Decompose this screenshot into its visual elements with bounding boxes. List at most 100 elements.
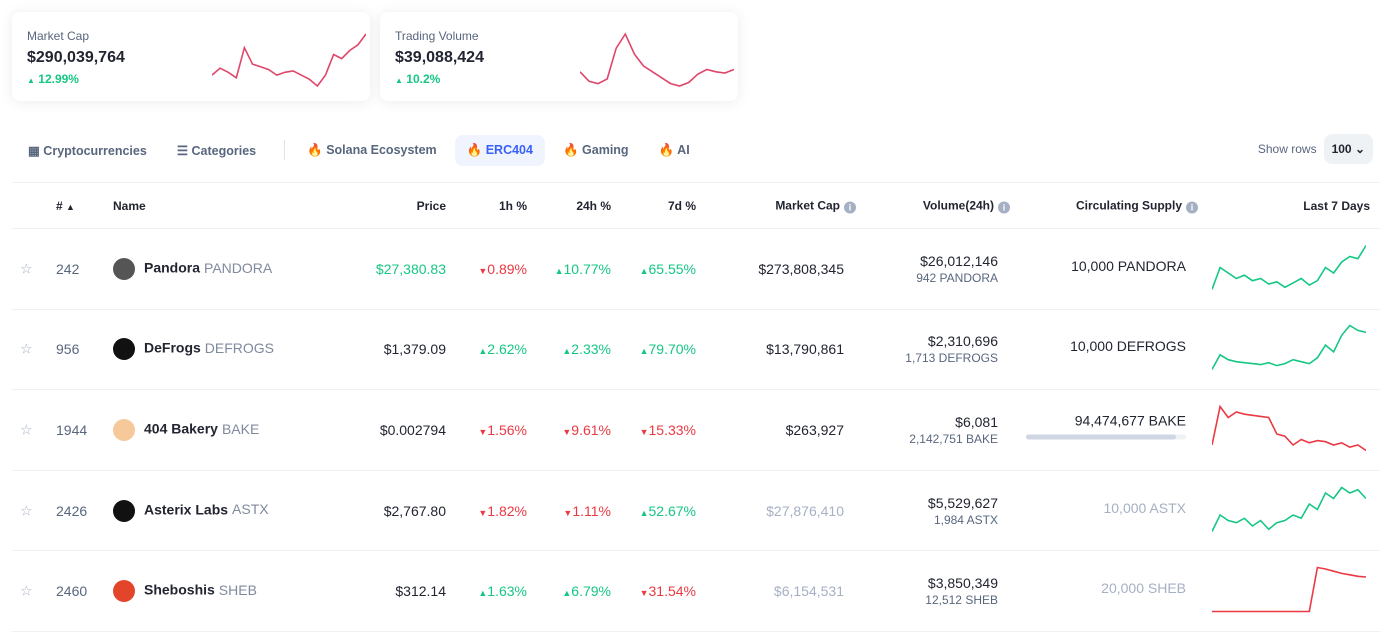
circulating-supply: 10,000 ASTX — [1103, 499, 1186, 516]
coin-name-link[interactable]: 404 Bakery BAKE — [113, 418, 259, 441]
tab-cryptocurrencies[interactable]: ▦ Cryptocurrencies — [28, 143, 147, 158]
caret-down-icon: ▼ — [478, 265, 488, 276]
category-tabs: ▦ Cryptocurrencies ☰ Categories 🔥 Solana E… — [16, 134, 708, 166]
circulating-supply: 10,000 DEFROGS — [1070, 338, 1186, 355]
volume: $3,850,349 12,512 SHEB — [925, 575, 998, 608]
info-icon[interactable]: i — [844, 201, 856, 213]
volume: $2,310,696 1,713 DEFROGS — [905, 333, 998, 366]
caret-down-icon: ▼ — [639, 426, 649, 437]
table-row[interactable]: ☆ 2460 Sheboshis SHEB $312.14 ▲1.63% ▲6.7… — [12, 551, 1380, 632]
caret-up-icon: ▲ — [554, 265, 564, 276]
table-row[interactable]: ☆ 2426 Asterix Labs ASTX $2,767.80 ▼1.82%… — [12, 471, 1380, 552]
7d-header[interactable]: 7d % — [667, 198, 696, 213]
caret-down-icon: ▼ — [478, 507, 488, 518]
supply-header[interactable]: Circulating Supply i — [1076, 198, 1198, 213]
change-7d: ▲79.70% — [639, 341, 696, 358]
circulating-supply: 20,000 SHEB — [1101, 580, 1186, 597]
market-cap: $27,876,410 — [766, 502, 844, 519]
chevron-down-icon: ⌄ — [1354, 142, 1365, 156]
volume-header[interactable]: Volume(24h) i — [923, 198, 1010, 213]
sparkline — [1212, 566, 1367, 613]
change-1h: ▼1.56% — [478, 421, 527, 438]
name-header[interactable]: Name — [113, 198, 146, 213]
coin-name-link[interactable]: Sheboshis SHEB — [113, 580, 257, 603]
star-icon[interactable]: ☆ — [20, 421, 33, 438]
price: $2,767.80 — [383, 502, 446, 519]
caret-up-icon: ▲ — [478, 588, 488, 599]
market-cap-header[interactable]: Market Cap i — [775, 198, 856, 213]
info-icon[interactable]: i — [1186, 201, 1198, 213]
tab-gaming[interactable]: 🔥 Gaming — [562, 142, 629, 157]
grid-icon: ▦ — [28, 143, 40, 158]
rank: 2426 — [56, 502, 88, 519]
tab-solana-ecosystem[interactable]: 🔥 Solana Ecosystem — [307, 142, 437, 157]
tab-ai[interactable]: 🔥 AI — [658, 142, 690, 157]
table-row[interactable]: ☆ 1944 404 Bakery BAKE $0.002794 ▼1.56% ▼… — [12, 390, 1380, 471]
star-icon[interactable]: ☆ — [20, 260, 33, 277]
star-icon[interactable]: ☆ — [20, 582, 33, 599]
caret-up-icon: ▲ — [478, 346, 488, 357]
change-24h: ▼9.61% — [562, 421, 611, 438]
change-7d: ▼31.54% — [639, 583, 696, 600]
tab-categories[interactable]: ☰ Categories — [176, 143, 257, 158]
last-7-days-chart — [1212, 566, 1367, 617]
sparkline — [1211, 324, 1367, 371]
sparkline — [212, 33, 366, 88]
price: $312.14 — [395, 583, 446, 600]
1h-header[interactable]: 1h % — [498, 198, 527, 213]
star-icon[interactable]: ☆ — [20, 502, 33, 519]
caret-up-icon: ▲ — [639, 346, 649, 357]
sparkline — [580, 32, 734, 87]
divider — [284, 140, 286, 160]
sparkline — [1211, 244, 1367, 290]
rank: 1944 — [56, 421, 88, 438]
sort-up-icon: ▲ — [66, 201, 75, 212]
star-icon[interactable]: ☆ — [20, 340, 33, 357]
market-cap: $6,154,531 — [773, 583, 844, 600]
24h-header[interactable]: 24h % — [576, 198, 611, 213]
volume: $5,529,627 1,984 ASTX — [927, 494, 998, 527]
coin-name-link[interactable]: Asterix Labs ASTX — [113, 499, 269, 522]
last-7-days-chart — [1211, 404, 1367, 455]
sparkline — [1211, 404, 1367, 452]
tab-erc404[interactable]: 🔥 ERC404 — [454, 134, 545, 166]
sort-rank-header[interactable]: # ▲ — [56, 198, 75, 213]
fire-icon: 🔥 — [307, 142, 323, 157]
coin-name-link[interactable]: Pandora PANDORA — [113, 257, 272, 280]
stat-label: Market Cap — [27, 29, 90, 43]
caret-up-icon: ▲ — [639, 265, 649, 276]
sparkline — [1211, 485, 1367, 532]
stat-value: $39,088,424 — [395, 49, 484, 66]
circulating-supply: 10,000 PANDORA — [1071, 257, 1186, 274]
show-rows-select[interactable]: 100 ⌄ — [1323, 134, 1373, 164]
coin-name-link[interactable]: DeFrogs DEFROGS — [113, 338, 274, 361]
coin-logo — [113, 257, 135, 280]
fire-icon: 🔥 — [658, 142, 675, 157]
caret-down-icon: ▼ — [478, 426, 488, 437]
price: $0.002794 — [379, 421, 446, 438]
rank: 956 — [56, 341, 80, 358]
coin-logo — [113, 418, 135, 441]
table-row[interactable]: ☆ 956 DeFrogs DEFROGS $1,379.09 ▲2.62% ▲2… — [12, 310, 1380, 391]
table-row[interactable]: ☆ 242 Pandora PANDORA $27,380.83 ▼0.89% ▲… — [12, 229, 1380, 310]
coin-logo — [113, 499, 135, 522]
caret-up-icon: ▲ — [562, 588, 572, 599]
last-7-days-chart — [1211, 485, 1367, 536]
price-header[interactable]: Price — [416, 198, 446, 213]
market-cap: $263,927 — [785, 421, 844, 438]
market-cap: $273,808,345 — [758, 260, 844, 277]
rank: 242 — [56, 260, 80, 277]
stat-change: ▲ 12.99% — [27, 72, 79, 86]
stat-change: ▲ 10.2% — [395, 72, 441, 86]
show-rows: Show rows 100 ⌄ — [1258, 134, 1373, 164]
change-24h: ▲6.79% — [562, 583, 611, 600]
last-7-days-chart — [1211, 324, 1367, 375]
circulating-supply: 94,474,677 BAKE — [1026, 412, 1186, 440]
price: $27,380.83 — [375, 260, 446, 277]
change-7d: ▲65.55% — [639, 260, 696, 277]
info-icon[interactable]: i — [998, 201, 1010, 213]
caret-up-icon: ▲ — [562, 346, 572, 357]
stat-label: Trading Volume — [395, 29, 479, 43]
rank: 2460 — [56, 583, 88, 600]
change-1h: ▼0.89% — [478, 260, 527, 277]
